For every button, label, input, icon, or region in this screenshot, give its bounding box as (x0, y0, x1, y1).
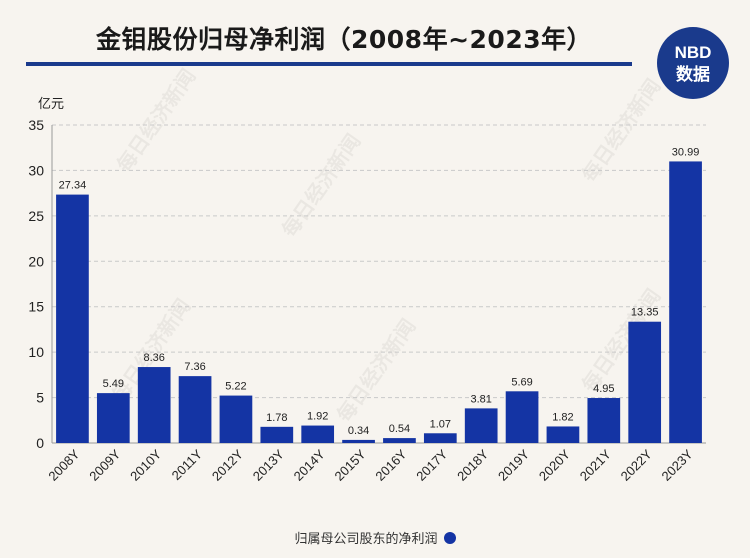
x-tick-label: 2021Y (577, 446, 614, 483)
chart-title: 金钼股份归母净利润（2008年~2023年） (96, 25, 593, 54)
title-underline (26, 62, 632, 66)
y-tick-label: 35 (28, 117, 44, 133)
y-axis-unit-label: 亿元 (38, 97, 64, 112)
x-tick-label: 2010Y (127, 446, 164, 483)
data-label: 0.34 (348, 425, 369, 437)
y-tick-label: 5 (36, 390, 44, 406)
data-label: 1.82 (552, 411, 573, 423)
bar (383, 438, 416, 443)
legend-label: 归属母公司股东的净利润 (294, 532, 438, 547)
x-tick-label: 2014Y (291, 446, 328, 483)
data-label: 30.99 (672, 146, 700, 158)
data-label: 5.69 (511, 376, 532, 388)
bar (628, 321, 662, 443)
x-tick-label: 2012Y (209, 446, 246, 483)
data-label: 3.81 (470, 393, 491, 405)
bar (96, 393, 130, 443)
y-tick-label: 10 (28, 344, 44, 360)
x-tick-label: 2008Y (45, 446, 82, 483)
y-tick-label: 15 (28, 299, 44, 315)
x-tick-label: 2017Y (413, 446, 450, 483)
x-tick-label: 2023Y (658, 446, 695, 483)
bar (342, 439, 375, 443)
x-tick-label: 2013Y (250, 446, 287, 483)
y-tick-label: 25 (28, 208, 44, 224)
bar (56, 194, 89, 443)
data-label: 13.35 (631, 307, 659, 319)
data-label: 1.92 (307, 411, 328, 423)
x-tick-label: 2016Y (372, 446, 409, 483)
bar (669, 161, 702, 443)
data-label: 7.36 (184, 361, 205, 373)
x-tick-label: 2015Y (331, 446, 368, 483)
y-tick-label: 0 (36, 435, 44, 451)
logo-bottom-text: 数据 (676, 64, 710, 85)
data-label: 1.78 (266, 412, 287, 424)
bar (301, 425, 335, 443)
bar (137, 367, 171, 443)
x-tick-label: 2009Y (86, 446, 123, 483)
bar (178, 376, 212, 443)
x-tick-label: 2011Y (169, 446, 206, 483)
bar (219, 395, 253, 443)
bar (505, 391, 539, 443)
x-tick-label: 2022Y (618, 446, 655, 483)
bar (464, 408, 498, 443)
data-label: 1.07 (430, 418, 451, 430)
data-label: 0.54 (389, 423, 410, 435)
data-label: 4.95 (593, 383, 614, 395)
y-tick-label: 20 (28, 253, 44, 269)
x-tick-label: 2020Y (536, 446, 573, 483)
bar (423, 433, 457, 443)
bar (587, 398, 621, 443)
bar (546, 426, 580, 443)
logo-top-text: NBD (675, 43, 712, 62)
y-tick-label: 30 (28, 162, 44, 178)
legend-marker (443, 531, 456, 544)
x-tick-label: 2018Y (454, 446, 491, 483)
data-label: 27.34 (59, 180, 87, 192)
x-tick-label: 2019Y (495, 446, 532, 483)
data-label: 5.49 (103, 378, 124, 390)
data-label: 5.22 (225, 381, 246, 393)
legend: 归属母公司股东的净利润 (0, 528, 750, 547)
data-label: 8.36 (143, 352, 164, 364)
bar (260, 426, 294, 443)
nbd-logo: NBD 数据 (657, 27, 729, 99)
